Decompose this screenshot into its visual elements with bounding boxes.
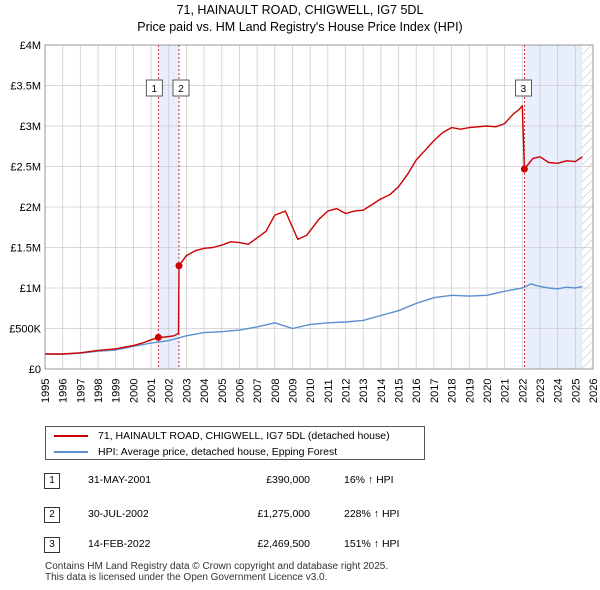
x-tick-label: 2004 [199,379,211,403]
x-tick-label: 2005 [217,379,229,403]
sale-price: £2,469,500 [257,538,310,550]
sale-number-badge: 2 [44,507,60,523]
x-tick-label: 1998 [93,379,105,403]
x-tick-label: 2015 [394,379,406,403]
x-tick-label: 2020 [482,379,494,403]
x-tick-label: 2024 [553,379,565,403]
x-tick-label: 2002 [164,379,176,403]
x-tick-label: 1999 [111,379,123,403]
x-tick-label: 2013 [358,379,370,403]
x-tick-label: 2011 [323,379,335,403]
x-tick-label: 2001 [146,379,158,403]
sale-row: 1 31-MAY-2001 £390,000 16% ↑ HPI [44,472,564,492]
sale-point [154,333,162,341]
sale-hpi-change: 228% ↑ HPI [344,508,400,520]
x-tick-label: 2000 [128,379,140,403]
footer-license: This data is licensed under the Open Gov… [45,572,328,583]
price-chart: 1 2 3 £0 £500K £1M £1.5M £2M £2.5M £3M £3.5M £4M 199… [9,40,600,403]
x-tick-label: 2003 [181,379,193,403]
sale-number-badge: 1 [44,473,60,489]
y-tick-label: £2M [20,202,41,214]
x-tick-label: 2014 [376,379,388,403]
sale-label-box [172,79,190,97]
sale-number-badge: 3 [44,537,60,553]
y-tick-label: £2.5M [10,162,41,174]
legend-swatch-property [54,435,88,437]
legend-item-property: 71, HAINAULT ROAD, CHIGWELL, IG7 5DL (de… [54,428,390,444]
sale-point [520,165,528,173]
x-tick-label: 1997 [75,379,87,403]
sale-row: 2 30-JUL-2002 £1,275,000 228% ↑ HPI [44,506,564,526]
chart-subtitle: Price paid vs. HM Land Registry's House … [137,20,463,34]
x-tick-label: 2007 [252,379,264,403]
footer-copyright: Contains HM Land Registry data © Crown c… [45,561,389,572]
sale-label-box [515,79,532,97]
x-tick-label: 2023 [535,379,547,403]
x-tick-label: 2019 [464,379,476,403]
sale-point [175,262,183,270]
legend-item-hpi: HPI: Average price, detached house, Eppi… [54,444,337,460]
y-tick-label: £4M [20,40,41,52]
plot-border [44,44,594,370]
y-tick-label: £1.5M [10,243,41,255]
y-tick-label: £0 [29,364,41,376]
legend-label-hpi: HPI: Average price, detached house, Eppi… [98,446,338,458]
footer: Contains HM Land Registry data © Crown c… [45,561,388,583]
x-tick-label: 1995 [40,379,52,403]
sale-date: 14-FEB-2022 [88,538,151,550]
chart-title: 71, HAINAULT ROAD, CHIGWELL, IG7 5DL Pri… [0,2,600,36]
x-tick-label: 2018 [447,379,459,403]
y-tick-label: £3.5M [10,81,41,93]
y-tick-label: £3M [20,121,41,133]
sale-hpi-change: 16% ↑ HPI [344,474,394,486]
x-tick-label: 2016 [411,379,423,403]
sale-price: £1,275,000 [257,508,310,520]
y-tick-label: £500K [9,324,41,336]
legend: 71, HAINAULT ROAD, CHIGWELL, IG7 5DL (de… [45,426,425,460]
sale-label-text: 2 [178,84,184,95]
sale-date: 31-MAY-2001 [88,474,152,486]
x-tick-label: 2009 [287,379,299,403]
x-tick-label: 2010 [305,379,317,403]
x-tick-label: 2025 [570,379,582,403]
x-tick-label: 2022 [517,379,529,403]
hpi-line [44,283,583,355]
legend-label-property: 71, HAINAULT ROAD, CHIGWELL, IG7 5DL (de… [98,430,390,442]
property-price-line [45,105,583,355]
sale-row: 3 14-FEB-2022 £2,469,500 151% ↑ HPI [44,536,564,556]
x-tick-label: 2012 [341,379,353,403]
sale-label-text: 1 [152,84,158,95]
sale-date: 30-JUL-2002 [88,508,149,520]
x-tick-label: 2026 [588,379,600,403]
x-tick-label: 2017 [429,379,441,403]
sale-label-box [145,79,163,97]
legend-swatch-hpi [54,451,88,453]
chart-title-line1: 71, HAINAULT ROAD, CHIGWELL, IG7 5DL [176,3,424,17]
sale-hpi-change: 151% ↑ HPI [344,538,400,550]
x-tick-label: 1996 [58,379,70,403]
x-tick-label: 2008 [270,379,282,403]
y-tick-label: £1M [20,283,41,295]
x-tick-label: 2021 [500,379,512,403]
sale-price: £390,000 [266,474,310,486]
sale-label-text: 3 [521,84,527,95]
x-tick-label: 2006 [234,379,246,403]
